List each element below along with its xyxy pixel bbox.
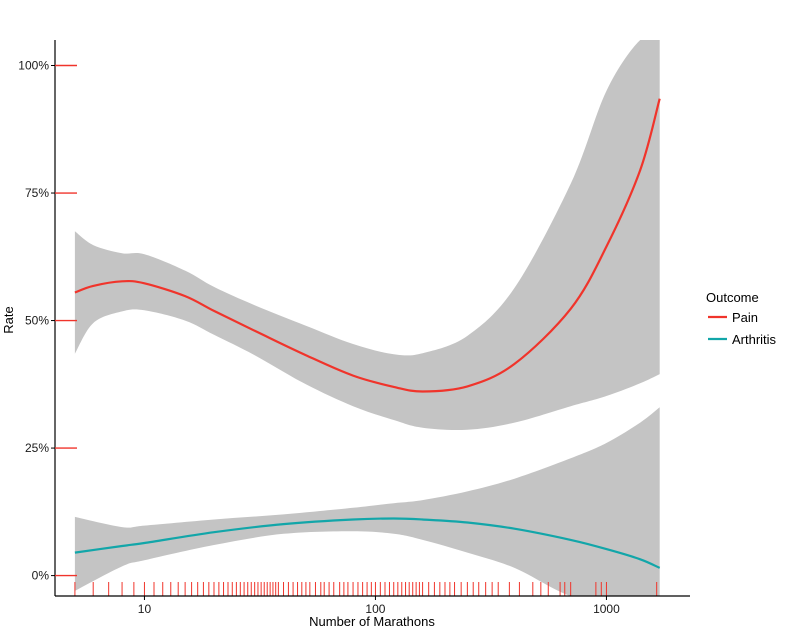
legend-label-arthritis: Arthritis: [732, 332, 777, 347]
series-lines: [74, 98, 661, 569]
y-tick-label: 50%: [25, 314, 49, 328]
y-tick-label: 100%: [18, 59, 49, 73]
x-tick-label: 100: [365, 602, 385, 616]
y-ticks: 0% 25% 50% 75% 100%: [18, 59, 77, 583]
x-tick-label: 10: [138, 602, 152, 616]
series-line-arthritis: [74, 517, 661, 569]
axes: [54, 40, 690, 597]
legend-item-arthritis: Arthritis: [706, 332, 777, 347]
x-ticks: 10 100 1000: [138, 596, 620, 616]
y-tick-label: 0%: [32, 569, 50, 583]
series-line-pain: [74, 98, 661, 393]
legend-item-pain: Pain: [706, 310, 758, 325]
x-tick-label: 1000: [593, 602, 620, 616]
y-tick-label: 25%: [25, 441, 49, 455]
legend: Outcome Pain Arthritis: [706, 290, 777, 347]
ribbon-arthritis: [74, 407, 660, 596]
x-axis-title: Number of Marathons: [309, 614, 435, 629]
legend-label-pain: Pain: [732, 310, 758, 325]
confidence-ribbons: [74, 40, 660, 596]
y-axis-title: Rate: [1, 306, 16, 333]
legend-title: Outcome: [706, 290, 759, 305]
ribbon-pain: [74, 40, 660, 430]
y-tick-label: 75%: [25, 186, 49, 200]
rug-marks: [74, 582, 658, 596]
